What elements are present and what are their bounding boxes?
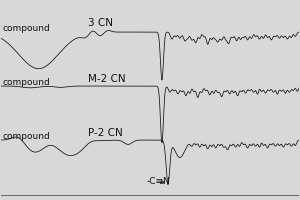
Text: compound: compound [3, 132, 50, 141]
Text: 3 CN: 3 CN [88, 18, 113, 28]
Text: compound: compound [3, 24, 50, 33]
Text: -C≡N: -C≡N [146, 177, 170, 186]
Text: M-2 CN: M-2 CN [88, 74, 126, 84]
Text: compound: compound [3, 78, 50, 87]
Text: P-2 CN: P-2 CN [88, 128, 123, 138]
